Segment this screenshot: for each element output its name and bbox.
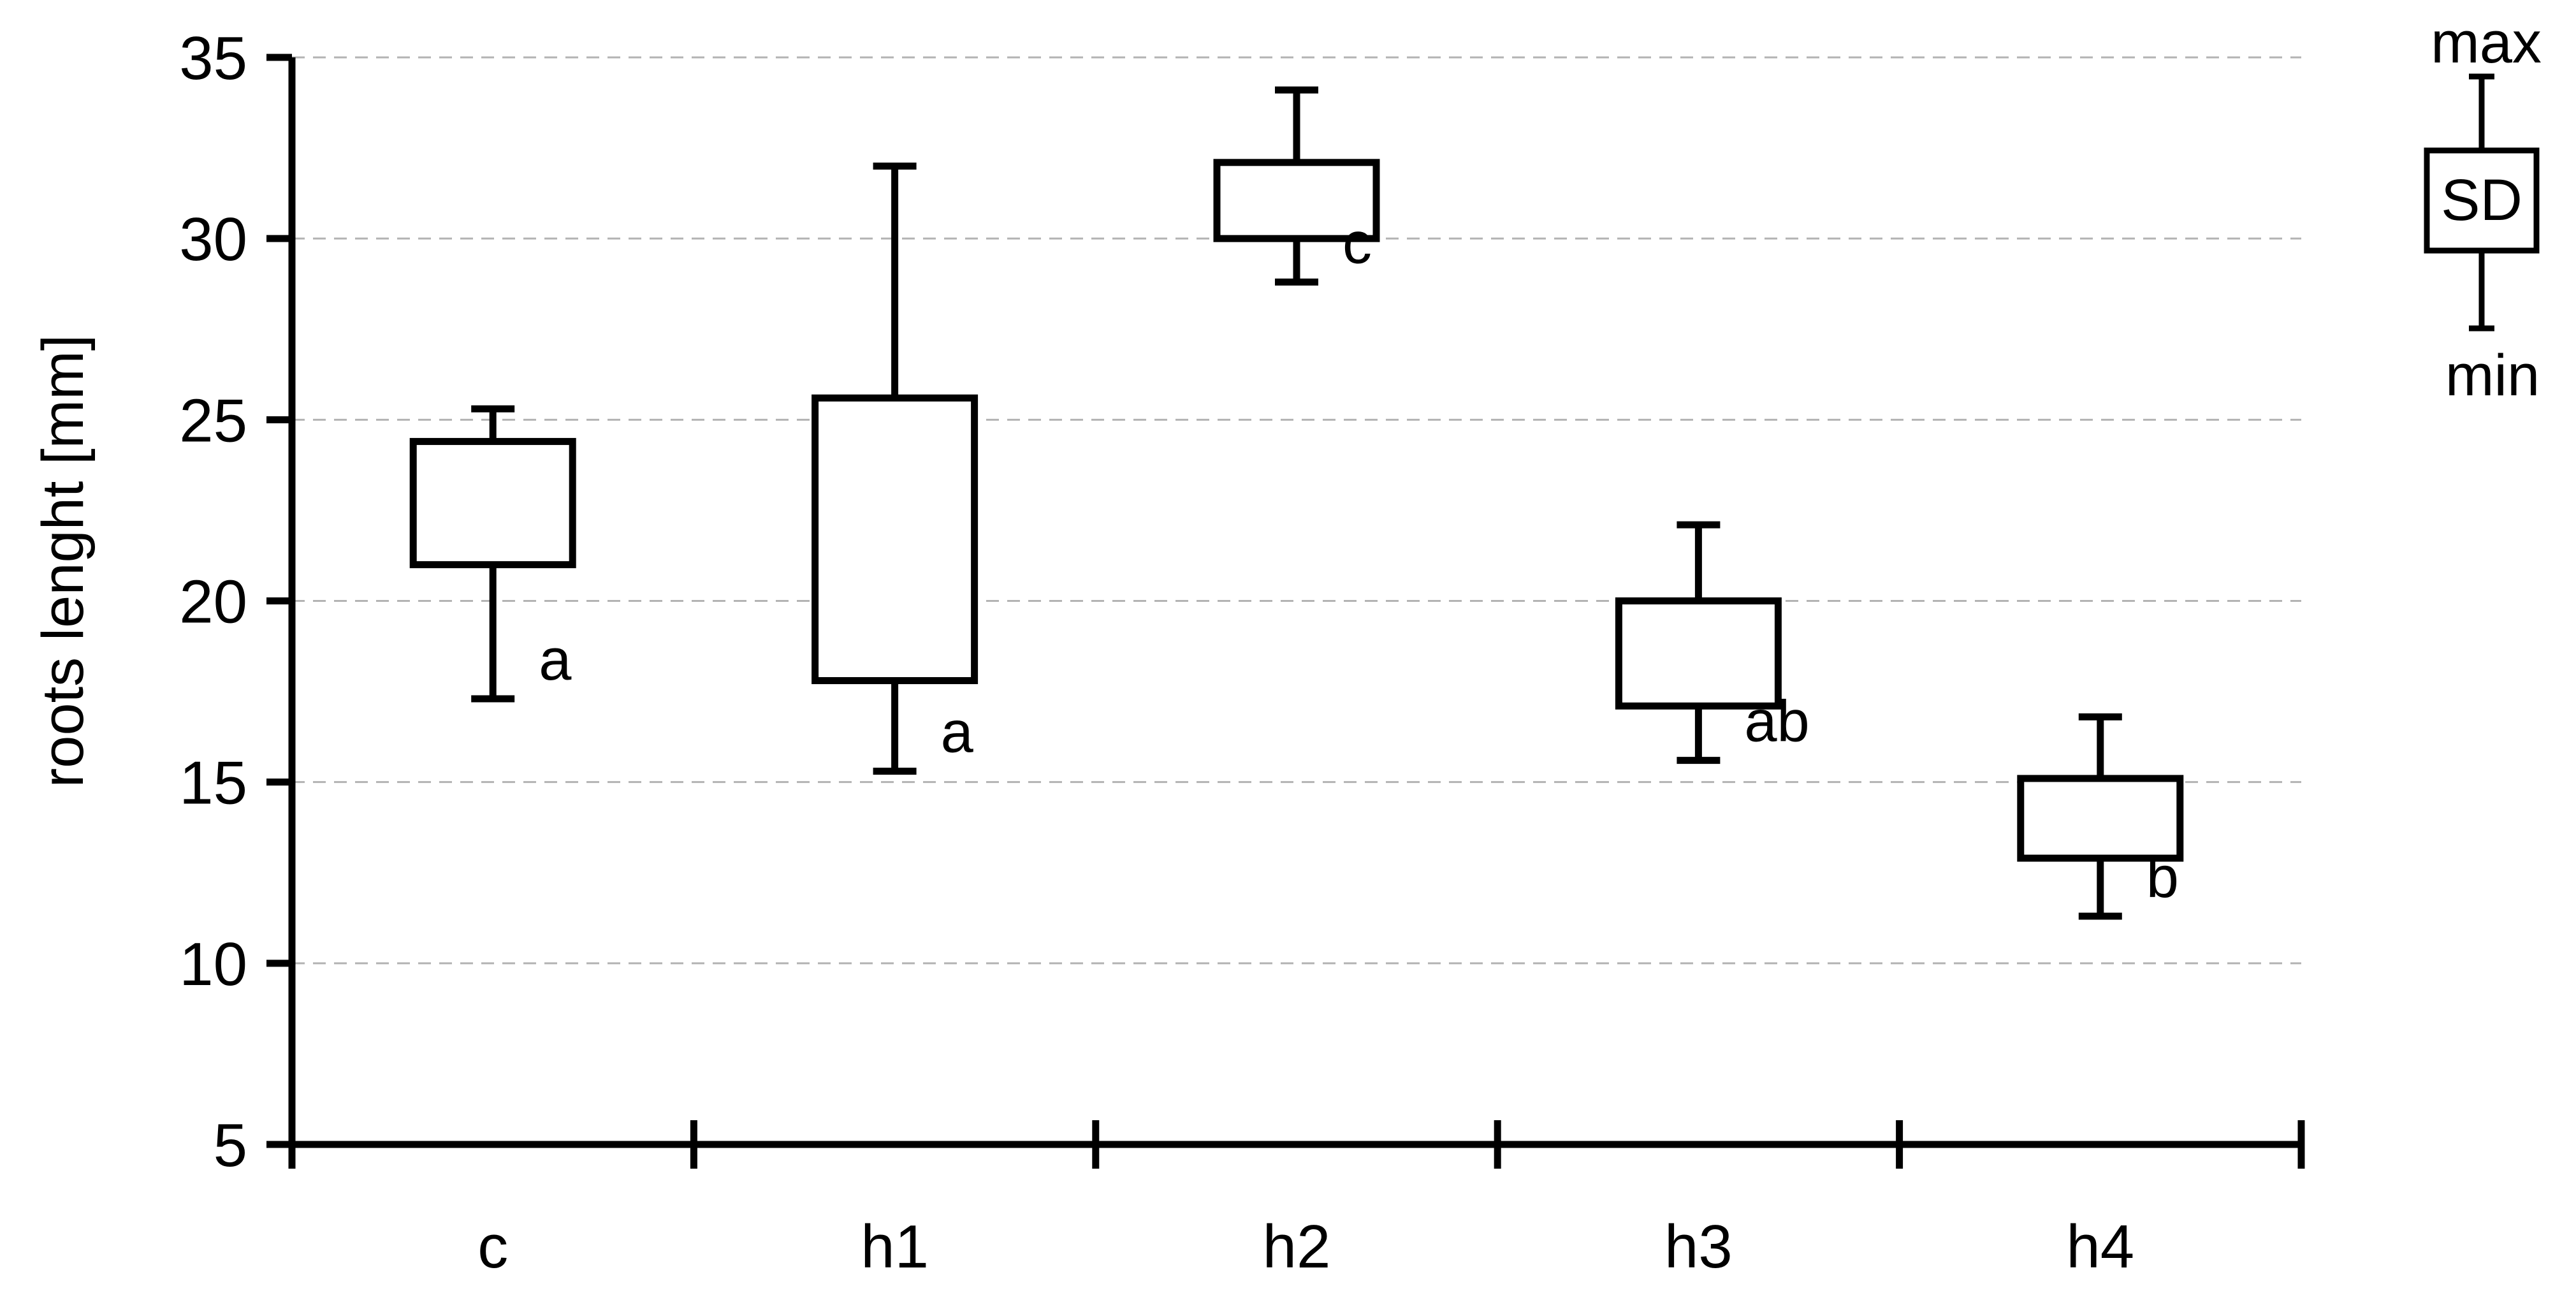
legend-box bbox=[2424, 147, 2540, 254]
significance-label: b bbox=[2146, 845, 2179, 910]
grid-lines bbox=[292, 56, 2301, 965]
y-tick-label: 15 bbox=[179, 749, 247, 817]
y-tick-label: 10 bbox=[179, 930, 247, 998]
y-axis-label: roots lenght [mm] bbox=[31, 335, 96, 788]
x-category-label: h2 bbox=[1263, 1213, 1331, 1281]
box-h1: a bbox=[811, 163, 979, 775]
significance-label: a bbox=[941, 700, 974, 765]
legend-box-label: SD bbox=[2441, 168, 2522, 233]
sd-box bbox=[1213, 159, 1380, 242]
legend-min-label: min bbox=[2445, 343, 2540, 408]
sd-box bbox=[409, 437, 576, 569]
y-tick-label: 5 bbox=[214, 1111, 247, 1179]
x-category-label: h1 bbox=[861, 1213, 929, 1281]
x-category-label: h3 bbox=[1664, 1213, 1733, 1281]
sd-box bbox=[811, 394, 979, 685]
box-h4: b bbox=[2017, 713, 2184, 920]
y-tick-label: 35 bbox=[179, 24, 247, 92]
box-c: a bbox=[409, 405, 576, 703]
sd-box bbox=[2017, 775, 2184, 862]
y-ticks: 5 10 15 20 25 30 35 bbox=[179, 24, 292, 1179]
box-h2: c bbox=[1213, 86, 1380, 286]
significance-label: c bbox=[1343, 210, 1372, 275]
x-ticks: c h1 h2 h3 h4 bbox=[288, 1120, 2305, 1281]
box-h3: ab bbox=[1615, 521, 1810, 764]
legend-max-label: max bbox=[2431, 10, 2542, 75]
x-category-label: c bbox=[477, 1213, 508, 1281]
y-tick-label: 20 bbox=[179, 568, 247, 636]
boxes: a a c ab b bbox=[409, 86, 2184, 920]
significance-label: a bbox=[539, 627, 572, 692]
x-category-label: h4 bbox=[2066, 1213, 2134, 1281]
y-tick-label: 30 bbox=[179, 205, 247, 274]
y-tick-label: 25 bbox=[179, 386, 247, 455]
significance-label: ab bbox=[1744, 689, 1809, 754]
legend: max SD min bbox=[2424, 10, 2542, 408]
sd-box bbox=[1615, 597, 1782, 710]
